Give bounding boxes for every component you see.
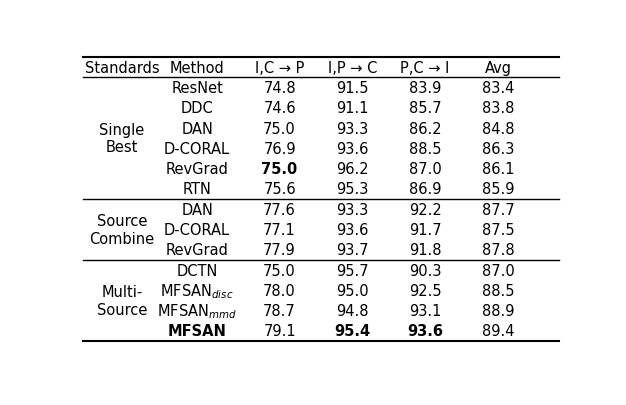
Text: 79.1: 79.1 <box>264 324 296 339</box>
Text: RTN: RTN <box>183 182 212 197</box>
Text: 94.8: 94.8 <box>336 303 369 318</box>
Text: 91.1: 91.1 <box>336 101 369 116</box>
Text: 87.7: 87.7 <box>481 202 515 217</box>
Text: D-CORAL: D-CORAL <box>164 141 230 156</box>
Text: 93.7: 93.7 <box>336 243 369 258</box>
Text: DAN: DAN <box>181 121 213 136</box>
Text: 87.0: 87.0 <box>481 263 515 278</box>
Text: 78.0: 78.0 <box>263 283 296 298</box>
Text: 92.2: 92.2 <box>409 202 441 217</box>
Text: 93.1: 93.1 <box>409 303 441 318</box>
Text: 74.6: 74.6 <box>264 101 296 116</box>
Text: DCTN: DCTN <box>177 263 218 278</box>
Text: 87.5: 87.5 <box>481 222 514 237</box>
Text: 83.4: 83.4 <box>482 81 514 96</box>
Text: 95.4: 95.4 <box>334 324 371 339</box>
Text: 84.8: 84.8 <box>481 121 514 136</box>
Text: 91.7: 91.7 <box>409 222 441 237</box>
Text: 88.5: 88.5 <box>481 283 514 298</box>
Text: D-CORAL: D-CORAL <box>164 222 230 237</box>
Text: ResNet: ResNet <box>171 81 223 96</box>
Text: Multi-
Source: Multi- Source <box>97 285 147 317</box>
Text: 83.8: 83.8 <box>482 101 514 116</box>
Text: Single
Best: Single Best <box>100 123 145 155</box>
Text: RevGrad: RevGrad <box>166 243 228 258</box>
Text: 91.5: 91.5 <box>336 81 369 96</box>
Text: 78.7: 78.7 <box>263 303 296 318</box>
Text: P,C → I: P,C → I <box>401 61 450 76</box>
Text: 76.9: 76.9 <box>264 141 296 156</box>
Text: DDC: DDC <box>181 101 213 116</box>
Text: 89.4: 89.4 <box>481 324 514 339</box>
Text: 74.8: 74.8 <box>264 81 296 96</box>
Text: Method: Method <box>170 61 225 76</box>
Text: 93.6: 93.6 <box>336 141 369 156</box>
Text: 96.2: 96.2 <box>336 162 369 177</box>
Text: 92.5: 92.5 <box>409 283 441 298</box>
Text: 93.3: 93.3 <box>336 202 369 217</box>
Text: 88.5: 88.5 <box>409 141 441 156</box>
Text: 75.0: 75.0 <box>263 121 296 136</box>
Text: 83.9: 83.9 <box>409 81 441 96</box>
Text: Standards: Standards <box>85 61 159 76</box>
Text: 88.9: 88.9 <box>481 303 514 318</box>
Text: I,C → P: I,C → P <box>255 61 304 76</box>
Text: RevGrad: RevGrad <box>166 162 228 177</box>
Text: 75.0: 75.0 <box>263 263 296 278</box>
Text: MFSAN$_{disc}$: MFSAN$_{disc}$ <box>160 281 234 300</box>
Text: 75.0: 75.0 <box>262 162 298 177</box>
Text: 91.8: 91.8 <box>409 243 441 258</box>
Text: DAN: DAN <box>181 202 213 217</box>
Text: 86.9: 86.9 <box>409 182 441 197</box>
Text: 77.1: 77.1 <box>263 222 296 237</box>
Text: 95.0: 95.0 <box>336 283 369 298</box>
Text: 95.7: 95.7 <box>336 263 369 278</box>
Text: 77.6: 77.6 <box>263 202 296 217</box>
Text: 86.2: 86.2 <box>409 121 441 136</box>
Text: 75.6: 75.6 <box>264 182 296 197</box>
Text: 87.0: 87.0 <box>409 162 441 177</box>
Text: 93.3: 93.3 <box>336 121 369 136</box>
Text: 93.6: 93.6 <box>336 222 369 237</box>
Text: 95.3: 95.3 <box>336 182 369 197</box>
Text: 87.8: 87.8 <box>481 243 514 258</box>
Text: Avg: Avg <box>485 61 511 76</box>
Text: 85.7: 85.7 <box>409 101 441 116</box>
Text: 77.9: 77.9 <box>263 243 296 258</box>
Text: Source
Combine: Source Combine <box>90 214 155 246</box>
Text: 93.6: 93.6 <box>407 324 443 339</box>
Text: 86.3: 86.3 <box>482 141 514 156</box>
Text: I,P → C: I,P → C <box>327 61 377 76</box>
Text: 86.1: 86.1 <box>481 162 514 177</box>
Text: MFSAN: MFSAN <box>168 324 227 339</box>
Text: 90.3: 90.3 <box>409 263 441 278</box>
Text: MFSAN$_{mmd}$: MFSAN$_{mmd}$ <box>157 301 237 320</box>
Text: 85.9: 85.9 <box>481 182 514 197</box>
